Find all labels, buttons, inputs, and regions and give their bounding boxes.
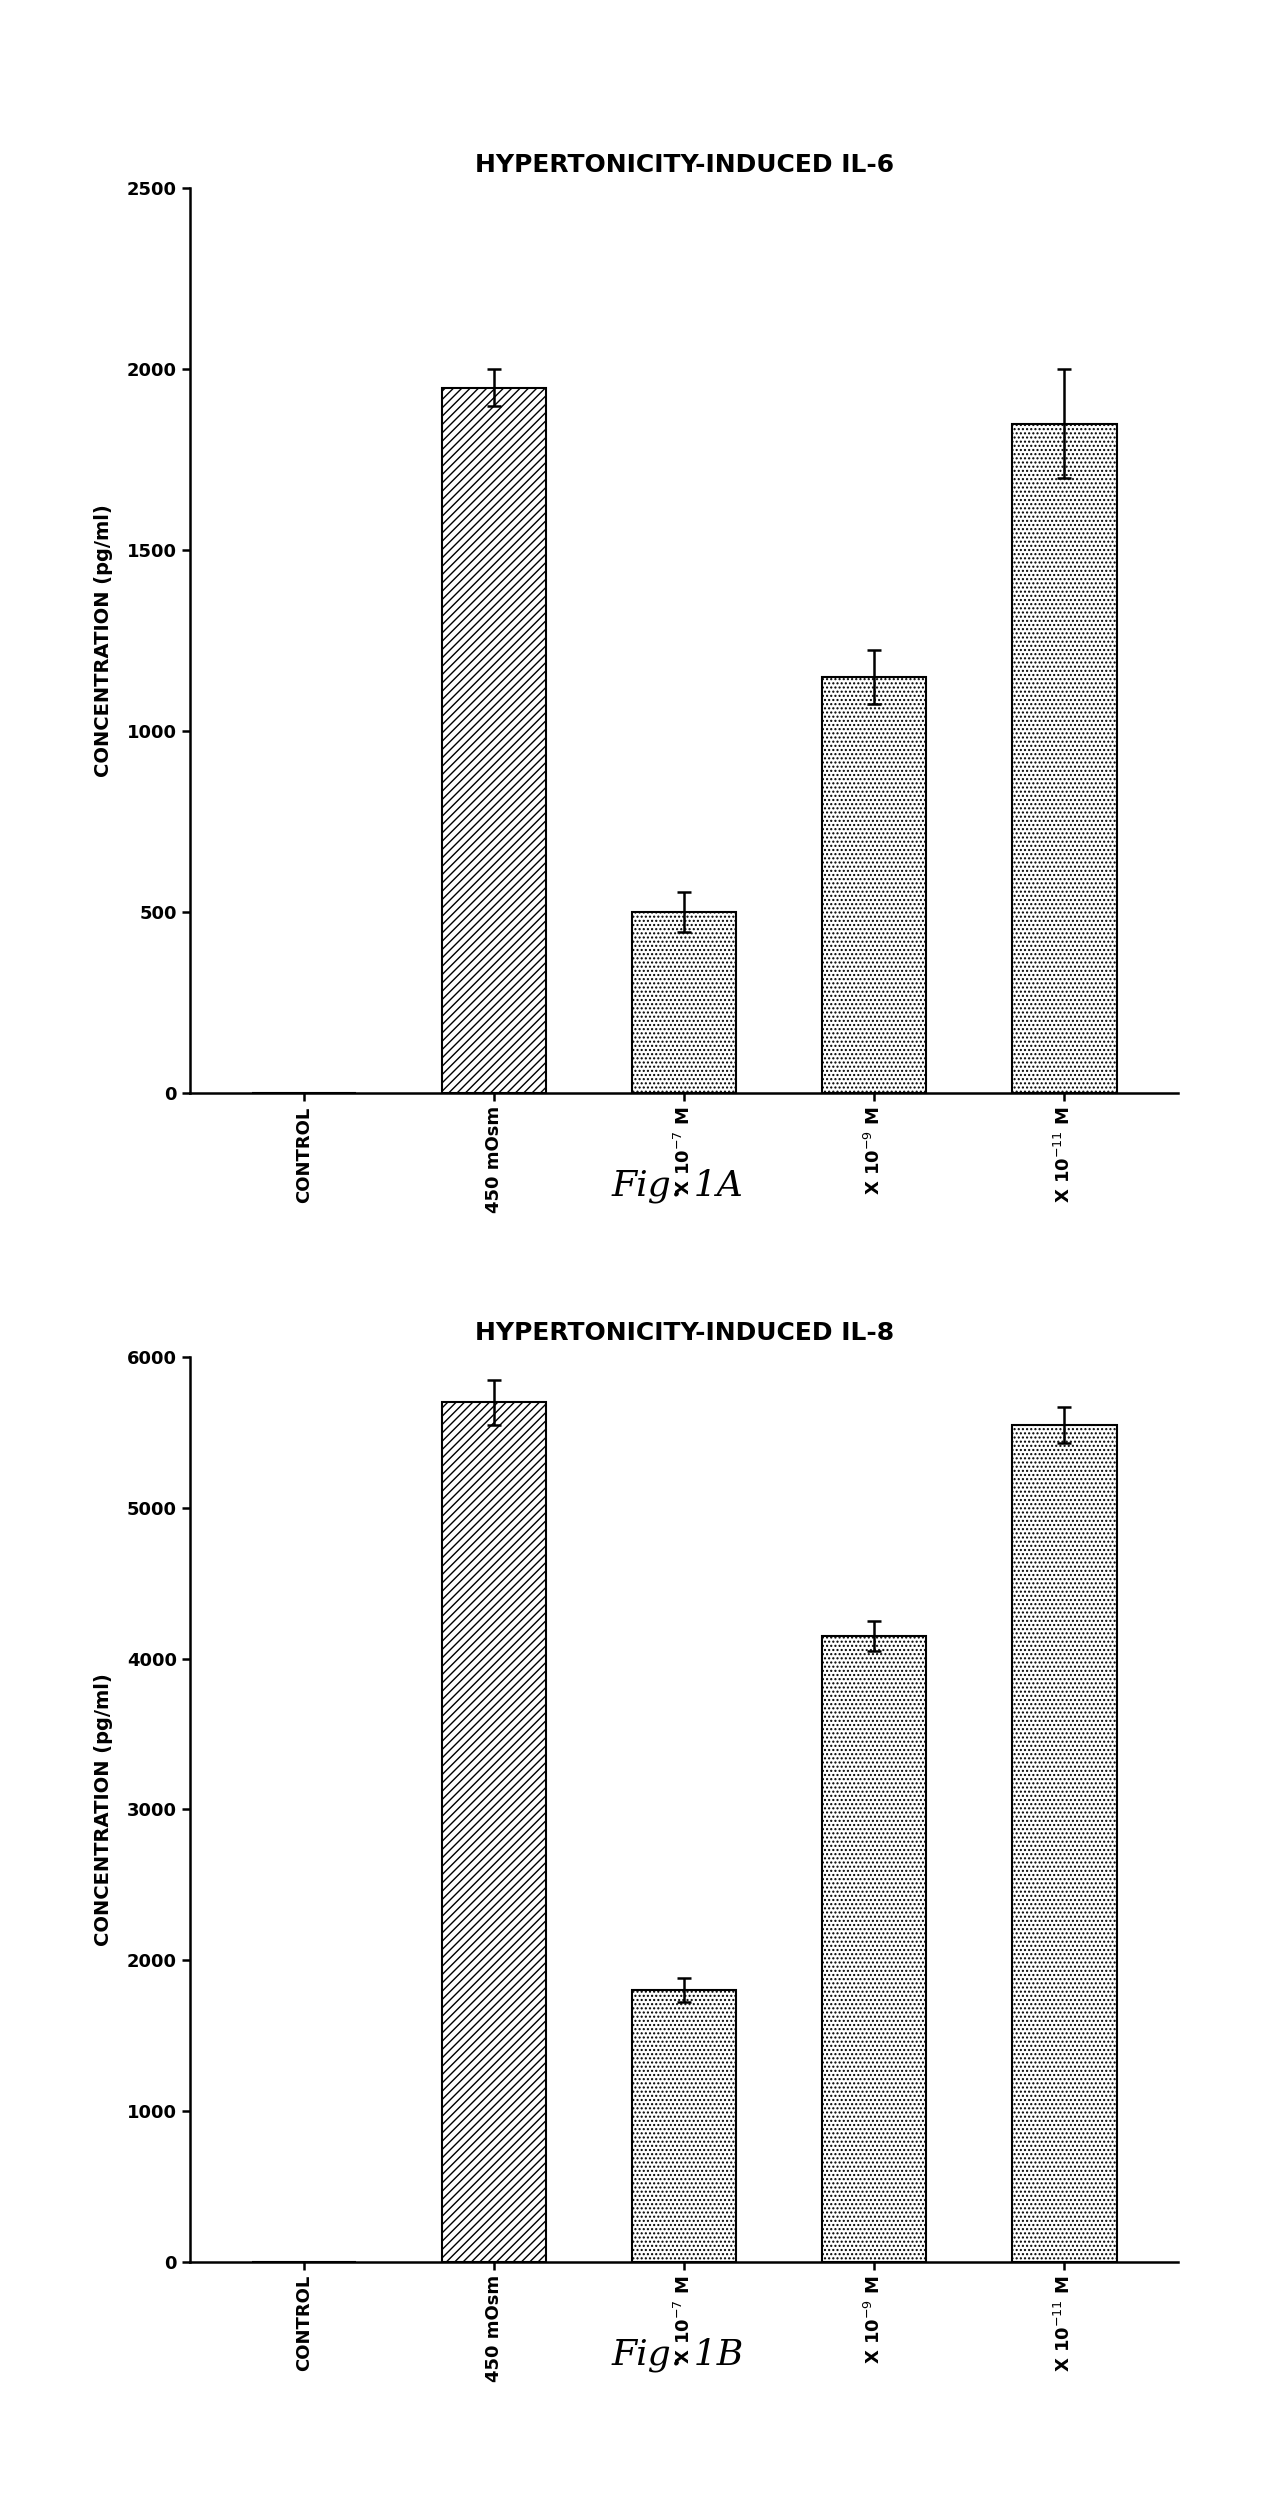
Bar xyxy=(1012,425,1116,1093)
Bar xyxy=(1012,1425,1116,2262)
Bar xyxy=(822,1636,926,2262)
Text: Fig. 1B: Fig. 1B xyxy=(612,2337,744,2372)
Bar xyxy=(442,387,546,1093)
Bar xyxy=(632,912,736,1093)
Bar xyxy=(822,676,926,1093)
Y-axis label: CONCENTRATION (pg/ml): CONCENTRATION (pg/ml) xyxy=(94,505,113,777)
Y-axis label: CONCENTRATION (pg/ml): CONCENTRATION (pg/ml) xyxy=(94,1674,113,1945)
Text: Fig. 1A: Fig. 1A xyxy=(612,1169,744,1204)
Title: HYPERTONICITY-INDUCED IL-6: HYPERTONICITY-INDUCED IL-6 xyxy=(475,153,893,176)
Title: HYPERTONICITY-INDUCED IL-8: HYPERTONICITY-INDUCED IL-8 xyxy=(475,1322,893,1344)
Bar xyxy=(442,1402,546,2262)
Bar xyxy=(632,1990,736,2262)
